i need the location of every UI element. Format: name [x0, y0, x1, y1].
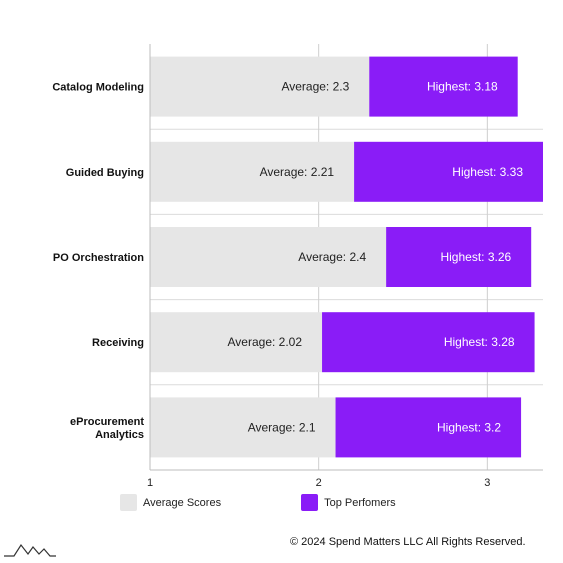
data-label-top: Highest: 3.33: [452, 165, 523, 179]
bar-average: [150, 141, 355, 202]
legend-item-average: Average Scores: [120, 494, 221, 511]
x-tick-label: 2: [316, 477, 322, 489]
data-label-average: Average: 2.3: [281, 80, 349, 94]
bar-average: [150, 56, 370, 117]
copyright-text: © 2024 Spend Matters LLC All Rights Rese…: [290, 536, 526, 548]
category-label: eProcurement: [70, 416, 144, 428]
bar-top: [335, 397, 522, 458]
legend-label-average: Average Scores: [143, 496, 222, 509]
mountain-wave-logo-icon: [4, 543, 56, 557]
bar-average: [150, 227, 387, 287]
bar-top: [354, 141, 543, 202]
bar-top: [369, 56, 518, 117]
category-label: Receiving: [92, 337, 144, 349]
bar-top: [322, 312, 535, 373]
legend-label-top: Top Perfomers: [324, 496, 396, 509]
category-label: Catalog Modeling: [52, 82, 144, 94]
bar-average: [150, 397, 336, 458]
x-tick-label: 1: [147, 477, 153, 489]
bar-top: [386, 227, 532, 287]
data-label-top: Highest: 3.28: [444, 335, 515, 349]
data-label-average: Average: 2.21: [260, 165, 335, 179]
legend: Average Scores Top Perfomers: [120, 494, 396, 511]
bar-average: [150, 312, 323, 373]
category-label: Analytics: [95, 429, 144, 441]
legend-item-top: Top Perfomers: [301, 494, 396, 511]
data-label-top: Highest: 3.18: [427, 80, 498, 94]
category-label: PO Orchestration: [53, 252, 144, 264]
data-label-top: Highest: 3.26: [440, 250, 511, 264]
x-tick-label: 3: [484, 477, 490, 489]
data-label-average: Average: 2.4: [298, 250, 366, 264]
legend-swatch-average: [120, 494, 137, 511]
data-label-average: Average: 2.1: [248, 420, 316, 434]
legend-swatch-top: [301, 494, 319, 511]
category-label: Guided Buying: [66, 167, 144, 179]
data-label-average: Average: 2.02: [228, 335, 303, 349]
data-label-top: Highest: 3.2: [437, 420, 501, 434]
